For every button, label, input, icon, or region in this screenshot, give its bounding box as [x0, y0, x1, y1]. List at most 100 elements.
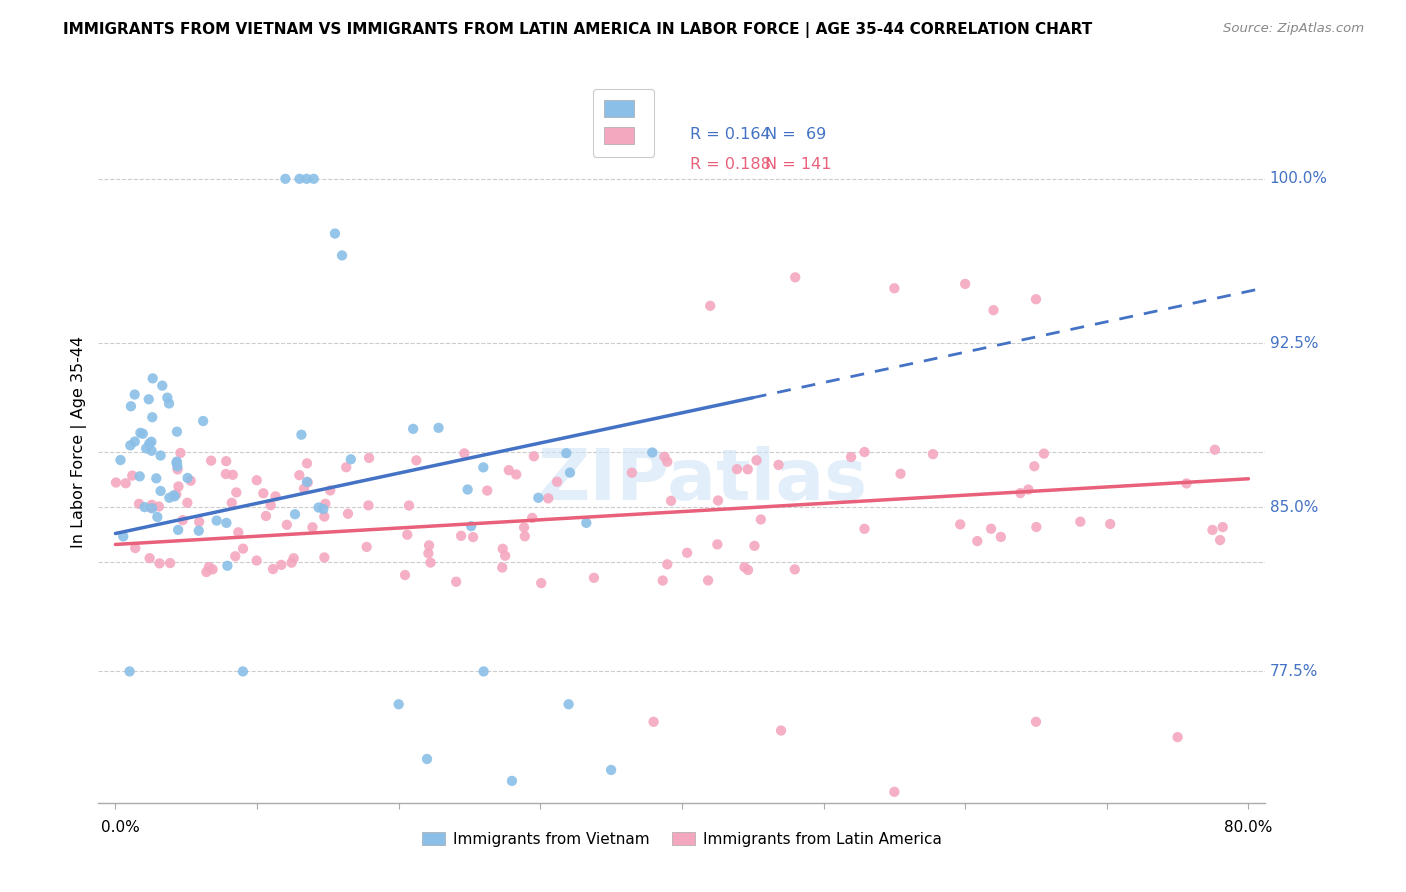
- Point: [418, 546, 440, 560]
- Point: [128, 497, 150, 511]
- Point: [477, 483, 499, 498]
- Point: [188, 515, 211, 529]
- Point: [156, 391, 179, 405]
- Point: [546, 475, 568, 489]
- Point: [165, 487, 187, 501]
- Point: [288, 171, 311, 186]
- Point: [215, 454, 238, 468]
- Point: [575, 516, 598, 530]
- Point: [166, 456, 188, 470]
- Point: [166, 462, 188, 476]
- Point: [132, 426, 155, 441]
- Point: [949, 517, 972, 532]
- Point: [295, 456, 318, 470]
- Text: 100.0%: 100.0%: [1270, 171, 1327, 186]
- Point: [744, 539, 766, 553]
- Legend: Immigrants from Vietnam, Immigrants from Latin America: Immigrants from Vietnam, Immigrants from…: [416, 826, 948, 853]
- Point: [141, 434, 163, 449]
- Point: [124, 541, 146, 555]
- Point: [883, 785, 905, 799]
- Point: [166, 425, 188, 439]
- Point: [104, 475, 127, 490]
- Point: [641, 445, 664, 459]
- Point: [330, 248, 353, 262]
- Point: [643, 714, 665, 729]
- Point: [1025, 292, 1047, 306]
- Point: [1032, 447, 1054, 461]
- Point: [280, 556, 302, 570]
- Point: [128, 469, 150, 483]
- Point: [159, 556, 181, 570]
- Point: [457, 483, 479, 497]
- Point: [770, 723, 793, 738]
- Text: N = 141: N = 141: [765, 157, 832, 172]
- Point: [737, 462, 759, 476]
- Point: [558, 466, 581, 480]
- Point: [498, 463, 520, 477]
- Point: [295, 475, 318, 489]
- Point: [745, 453, 768, 467]
- Point: [148, 557, 170, 571]
- Point: [416, 752, 439, 766]
- Point: [1204, 442, 1226, 457]
- Point: [138, 392, 160, 407]
- Point: [166, 454, 188, 468]
- Point: [201, 562, 224, 576]
- Point: [112, 529, 135, 543]
- Point: [308, 500, 330, 515]
- Point: [118, 665, 141, 679]
- Point: [319, 483, 342, 498]
- Point: [398, 499, 420, 513]
- Point: [292, 482, 315, 496]
- Point: [224, 549, 246, 564]
- Point: [246, 473, 269, 487]
- Point: [162, 488, 184, 502]
- Point: [1201, 523, 1223, 537]
- Text: R = 0.164: R = 0.164: [690, 127, 770, 142]
- Point: [990, 530, 1012, 544]
- Point: [1017, 483, 1039, 497]
- Point: [340, 452, 363, 467]
- Point: [513, 520, 536, 534]
- Point: [129, 425, 152, 440]
- Point: [314, 497, 336, 511]
- Point: [472, 665, 495, 679]
- Point: [215, 516, 238, 530]
- Point: [530, 576, 553, 591]
- Point: [472, 460, 495, 475]
- Point: [139, 500, 162, 515]
- Point: [134, 500, 156, 515]
- Point: [1209, 533, 1232, 547]
- Point: [141, 410, 163, 425]
- Point: [537, 491, 560, 506]
- Point: [274, 171, 297, 186]
- Point: [198, 560, 221, 574]
- Point: [419, 556, 441, 570]
- Point: [657, 455, 679, 469]
- Point: [890, 467, 912, 481]
- Point: [725, 462, 748, 476]
- Point: [146, 510, 169, 524]
- Point: [297, 475, 319, 490]
- Point: [138, 551, 160, 566]
- Point: [953, 277, 976, 291]
- Point: [157, 396, 180, 410]
- Point: [1024, 459, 1046, 474]
- Point: [163, 489, 186, 503]
- Point: [1069, 515, 1091, 529]
- Point: [405, 453, 427, 467]
- Point: [141, 501, 163, 516]
- Point: [1212, 520, 1234, 534]
- Point: [501, 773, 523, 788]
- Point: [323, 227, 346, 241]
- Point: [922, 447, 945, 461]
- Text: 0.0%: 0.0%: [101, 821, 141, 835]
- Point: [555, 446, 578, 460]
- Text: N =  69: N = 69: [765, 127, 827, 142]
- Point: [135, 442, 157, 456]
- Point: [142, 371, 165, 385]
- Point: [149, 449, 172, 463]
- Point: [1099, 516, 1122, 531]
- Point: [254, 508, 277, 523]
- Point: [853, 445, 876, 459]
